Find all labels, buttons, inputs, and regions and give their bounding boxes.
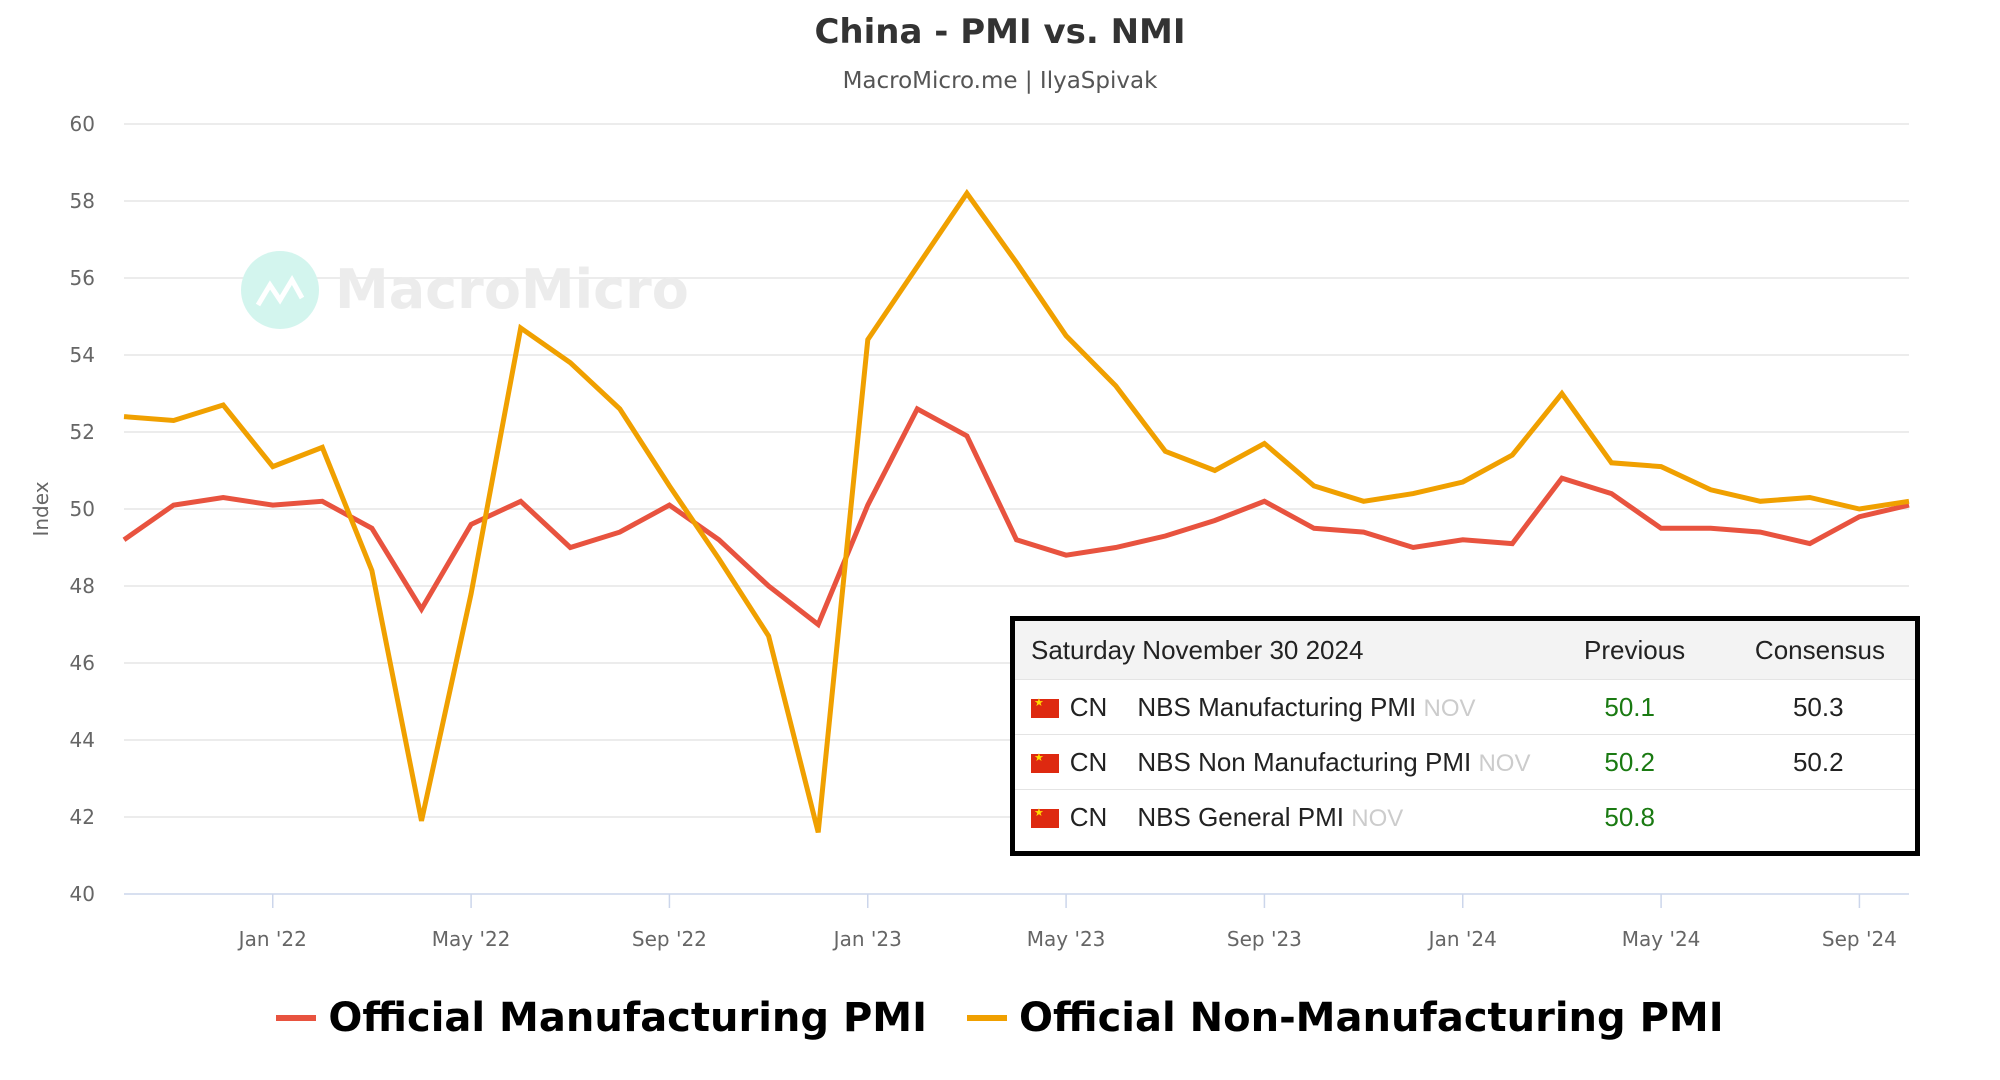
period-label: NOV — [1423, 694, 1476, 722]
series-lines — [122, 188, 1910, 834]
y-tick-label: 54 — [70, 343, 95, 367]
period-label: NOV — [1478, 749, 1531, 777]
calendar-row[interactable]: CN NBS General PMI NOV 50.8 — [1015, 790, 1915, 844]
x-tick-label: Sep '22 — [632, 927, 707, 951]
chart-subtitle: MacroMicro.me | IlyaSpivak — [842, 68, 1158, 94]
economic-calendar-table: Saturday November 30 2024 Previous Conse… — [1010, 616, 1920, 856]
legend-item-manufacturing[interactable]: Official Manufacturing PMI — [276, 995, 927, 1041]
x-tick-label: Jan '23 — [832, 927, 902, 951]
indicator-label: NBS Manufacturing PMI — [1137, 691, 1417, 722]
country-code: CN — [1069, 801, 1108, 832]
y-tick-label: 52 — [70, 420, 95, 444]
svg-text:MacroMicro: MacroMicro — [335, 258, 689, 321]
x-axis: Jan '22 May '22 Sep '22 Jan '23 May '23 Sep '… — [237, 894, 1897, 951]
legend: Official Manufacturing PMI Official Non-… — [0, 995, 2000, 1041]
consensus-value: 50.3 — [1792, 691, 1844, 722]
indicator-name[interactable]: NBS General PMI NOV — [1137, 802, 1537, 833]
indicator-name[interactable]: NBS Non Manufacturing PMI NOV — [1137, 747, 1537, 778]
x-tick-label: Sep '24 — [1822, 927, 1897, 951]
china-flag-icon — [1015, 802, 1070, 833]
y-tick-label: 42 — [70, 805, 95, 829]
x-tick-label: Jan '22 — [237, 927, 307, 951]
china-flag-icon — [1015, 692, 1070, 723]
y-tick-label: 56 — [70, 266, 95, 290]
calendar-row[interactable]: CN NBS Non Manufacturing PMI NOV 50.2 50… — [1015, 735, 1915, 790]
y-axis-label: Index — [29, 481, 53, 536]
consensus-header: Consensus — [1754, 634, 1885, 665]
y-tick-label: 44 — [70, 728, 95, 752]
series-line-manufacturing — [122, 405, 1910, 629]
x-tick-label: Jan '24 — [1427, 927, 1497, 951]
china-flag-icon — [1015, 747, 1070, 778]
indicator-label: NBS General PMI — [1137, 801, 1345, 832]
y-tick-label: 50 — [70, 497, 95, 521]
legend-swatch — [966, 1015, 1007, 1021]
period-label: NOV — [1351, 804, 1404, 832]
y-tick-label: 48 — [70, 574, 95, 598]
previous-value: 50.8 — [1604, 801, 1655, 832]
previous-value: 50.1 — [1604, 691, 1655, 722]
y-tick-label: 46 — [70, 651, 95, 675]
calendar-row[interactable]: CN NBS Manufacturing PMI NOV 50.1 50.3 — [1015, 680, 1915, 735]
legend-label: Official Non-Manufacturing PMI — [1018, 995, 1724, 1041]
y-tick-label: 40 — [70, 882, 95, 906]
y-tick-label: 60 — [70, 112, 95, 136]
y-tick-label: 58 — [70, 189, 95, 213]
indicator-label: NBS Non Manufacturing PMI — [1137, 746, 1472, 777]
legend-swatch — [276, 1015, 317, 1021]
x-tick-label: May '24 — [1622, 927, 1701, 951]
macromicro-watermark: MacroMicro — [241, 251, 689, 329]
table-header: Saturday November 30 2024 Previous Conse… — [1015, 621, 1915, 680]
consensus-value: 50.2 — [1792, 746, 1844, 777]
calendar-date: Saturday November 30 2024 — [1031, 634, 1364, 665]
x-tick-label: Sep '23 — [1227, 927, 1302, 951]
legend-label: Official Manufacturing PMI — [328, 995, 927, 1041]
chart-title: China - PMI vs. NMI — [814, 12, 1186, 52]
country-code: CN — [1069, 691, 1108, 722]
legend-item-non-manufacturing[interactable]: Official Non-Manufacturing PMI — [966, 995, 1724, 1041]
previous-header: Previous — [1584, 634, 1686, 665]
country-code: CN — [1069, 746, 1108, 777]
previous-value: 50.2 — [1604, 746, 1655, 777]
x-tick-label: May '22 — [432, 927, 511, 951]
indicator-name[interactable]: NBS Manufacturing PMI NOV — [1137, 692, 1537, 723]
y-axis: 40 42 44 46 48 50 52 54 56 58 60 — [70, 112, 95, 906]
x-tick-label: May '23 — [1027, 927, 1106, 951]
